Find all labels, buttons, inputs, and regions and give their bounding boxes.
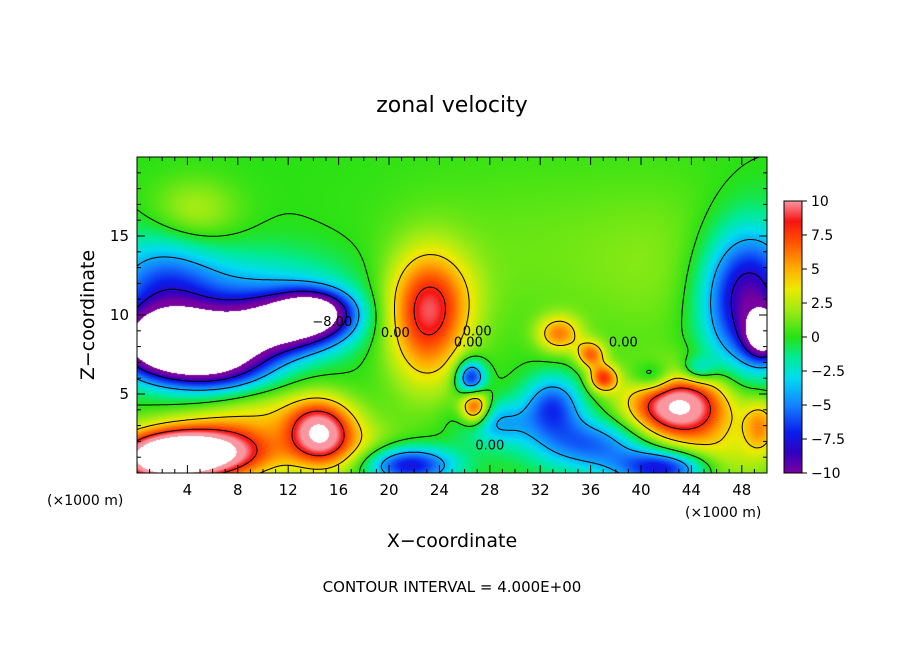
y-tick-label: 10 bbox=[110, 306, 129, 324]
contour-label: 0.00 bbox=[475, 438, 504, 453]
x-tick-label: 40 bbox=[631, 481, 650, 499]
y-axis: 5 10 15 bbox=[110, 172, 767, 458]
colorbar-tick-label: 10 bbox=[811, 194, 829, 210]
x-unit-left: (×1000 m) bbox=[47, 493, 123, 509]
y-tick-label: 5 bbox=[119, 385, 129, 403]
y-tick-label: 15 bbox=[110, 227, 129, 245]
heatmap-field: 0.00−8.000.000.000.000.00 bbox=[136, 156, 768, 474]
x-tick-label: 8 bbox=[233, 481, 243, 499]
x-tick-label: 4 bbox=[183, 481, 193, 499]
contour-line-pos8 bbox=[136, 286, 711, 474]
contour-line-pos4 bbox=[136, 254, 768, 474]
contour-line-neg4 bbox=[136, 239, 768, 474]
colorbar-tick-label: 0 bbox=[811, 330, 820, 346]
x-tick-label: 36 bbox=[581, 481, 600, 499]
chart-title: zonal velocity bbox=[376, 93, 528, 118]
x-axis-label: X−coordinate bbox=[387, 530, 517, 552]
colorbar-tick-label: 7.5 bbox=[811, 228, 833, 244]
x-tick-label: 24 bbox=[430, 481, 449, 499]
x-tick-label: 16 bbox=[329, 481, 348, 499]
colorbar-tick-label: −2.5 bbox=[811, 364, 845, 380]
x-tick-label: 20 bbox=[379, 481, 398, 499]
contour-label: 0.00 bbox=[381, 326, 410, 341]
x-tick-label: 28 bbox=[480, 481, 499, 499]
contour-label: −8.00 bbox=[312, 315, 352, 330]
x-axis: 4 8 12 16 20 24 28 32 36 40 44 48 bbox=[149, 157, 755, 499]
contour-label: 0.00 bbox=[454, 336, 483, 351]
colorbar-tick-label: −5 bbox=[811, 398, 832, 414]
contour-label: 0.00 bbox=[463, 325, 492, 340]
contour-label: 0.00 bbox=[609, 336, 638, 351]
x-tick-label: 44 bbox=[682, 481, 701, 499]
x-tick-label: 12 bbox=[279, 481, 298, 499]
colorbar-gradient bbox=[783, 200, 803, 474]
x-unit-right: (×1000 m) bbox=[685, 505, 761, 521]
colorbar-tick-label: 2.5 bbox=[811, 296, 833, 312]
colorbar: 10 7.5 5 2.5 0 −2.5 −5 −7.5 −10 bbox=[783, 194, 845, 482]
x-tick-label: 48 bbox=[732, 481, 751, 499]
colorbar-tick-label: −7.5 bbox=[811, 432, 845, 448]
contour-line-neg8 bbox=[136, 272, 768, 382]
colorbar-tick-label: −10 bbox=[811, 466, 841, 482]
x-tick-label: 32 bbox=[531, 481, 550, 499]
contour-interval-footer: CONTOUR INTERVAL = 4.000E+00 bbox=[323, 578, 582, 596]
colorbar-tick-label: 5 bbox=[811, 262, 820, 278]
y-axis-label: Z−coordinate bbox=[77, 250, 99, 380]
